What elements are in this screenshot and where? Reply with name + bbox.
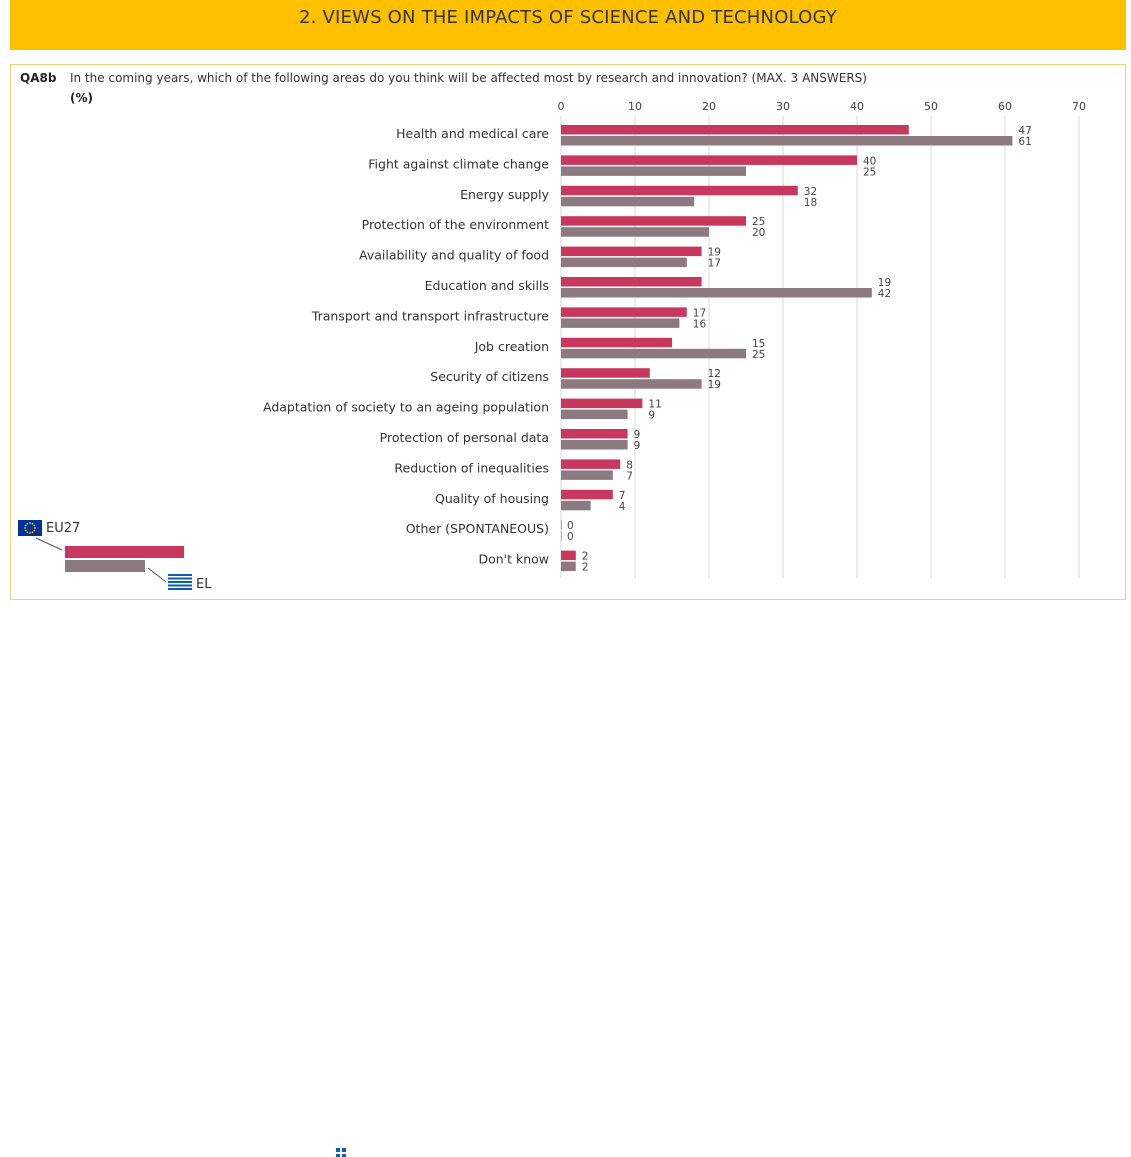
bar-el <box>561 409 628 420</box>
value-label-el: 2 <box>582 562 589 574</box>
bar-el <box>561 257 687 268</box>
value-label-eu27: 40 <box>863 155 876 167</box>
category-label: Availability and quality of food <box>359 248 549 263</box>
bar-el <box>561 166 746 176</box>
legend-el-swatch <box>65 560 145 572</box>
bar-el <box>561 561 576 572</box>
value-label-eu27: 11 <box>648 399 661 411</box>
value-label-eu27: 15 <box>752 338 765 350</box>
greece-flag-icon <box>168 574 346 1157</box>
legend-el-label: EL <box>196 577 212 592</box>
value-label-el: 0 <box>567 531 574 543</box>
bar-el <box>561 379 702 389</box>
value-label-el: 20 <box>752 227 765 239</box>
value-label-el: 61 <box>1018 136 1031 148</box>
category-label: Health and medical care <box>396 126 549 141</box>
legend-connector-lines <box>35 537 167 583</box>
category-label: Reduction of inequalities <box>394 460 549 475</box>
bar-eu27 <box>561 398 643 409</box>
question-code: QA8b <box>20 71 57 85</box>
bar-el <box>561 440 628 450</box>
value-label-el: 19 <box>708 379 721 391</box>
category-label: Education and skills <box>425 278 549 293</box>
category-label: Adaptation of society to an ageing popul… <box>263 400 549 415</box>
value-label-eu27: 19 <box>878 277 891 289</box>
section-header: 2. VIEWS ON THE IMPACTS OF SCIENCE AND T… <box>10 0 1126 50</box>
x-tick-label: 40 <box>850 100 864 113</box>
value-label-eu27: 17 <box>693 307 706 319</box>
bar-eu27 <box>561 368 650 378</box>
bar-eu27 <box>561 277 702 287</box>
category-label: Protection of personal data <box>380 430 549 445</box>
value-label-eu27: 25 <box>752 216 765 228</box>
category-label: Quality of housing <box>435 491 549 506</box>
value-label-el: 25 <box>863 166 876 178</box>
value-label-eu27: 0 <box>567 520 574 532</box>
bar-eu27 <box>561 307 687 317</box>
value-label-el: 17 <box>708 258 721 270</box>
bar-eu27 <box>561 246 702 257</box>
bar-el <box>561 288 872 298</box>
x-tick-label: 30 <box>776 100 790 113</box>
bar-eu27 <box>561 459 621 469</box>
bar-el <box>561 136 1013 146</box>
value-label-eu27: 9 <box>634 429 641 441</box>
value-label-el: 7 <box>626 470 633 482</box>
bar-eu27 <box>561 429 628 439</box>
value-label-eu27: 19 <box>708 247 721 259</box>
bar-eu27 <box>561 125 909 135</box>
bar-eu27 <box>561 520 562 530</box>
value-label-el: 42 <box>878 288 891 300</box>
category-label: Other (SPONTANEOUS) <box>406 521 549 536</box>
value-label-eu27: 7 <box>619 490 626 502</box>
value-label-el: 16 <box>693 318 707 330</box>
x-tick-label: 10 <box>628 100 642 113</box>
value-label-eu27: 12 <box>708 368 721 380</box>
x-tick-label: 70 <box>1072 100 1086 113</box>
value-label-el: 9 <box>648 410 655 422</box>
x-tick-label: 50 <box>924 100 938 113</box>
chart-panel <box>10 64 1126 600</box>
bar-eu27 <box>561 489 613 500</box>
value-label-el: 9 <box>634 440 641 452</box>
value-label-el: 4 <box>619 501 626 513</box>
bar-eu27 <box>561 185 798 196</box>
section-title: 2. VIEWS ON THE IMPACTS OF SCIENCE AND T… <box>299 7 837 28</box>
eu-flag-icon <box>18 520 42 536</box>
legend-eu-label: EU27 <box>46 521 81 536</box>
bar-el <box>561 227 709 237</box>
bar-el <box>561 348 746 359</box>
bar-el <box>561 531 562 541</box>
x-tick-label: 0 <box>558 100 565 113</box>
value-label-el: 18 <box>804 197 817 209</box>
category-label: Energy supply <box>460 187 550 202</box>
legend-el-connector <box>147 567 167 583</box>
category-label: Job creation <box>474 339 549 354</box>
question-text: In the coming years, which of the follow… <box>70 71 867 85</box>
category-label: Security of citizens <box>430 369 549 384</box>
bar-eu27 <box>561 155 857 165</box>
legend-eu-connector <box>35 537 63 551</box>
question-unit: (%) <box>70 91 93 105</box>
bar-el <box>561 318 680 328</box>
x-tick-label: 20 <box>702 100 716 113</box>
value-label-eu27: 47 <box>1018 125 1031 137</box>
value-label-eu27: 8 <box>626 459 633 471</box>
bar-el <box>561 470 613 480</box>
category-label: Fight against climate change <box>368 156 549 171</box>
bar-eu27 <box>561 337 672 348</box>
value-label-el: 25 <box>752 349 765 361</box>
bar-eu27 <box>561 550 576 561</box>
value-label-eu27: 2 <box>582 551 589 563</box>
value-label-eu27: 32 <box>804 186 817 198</box>
x-tick-label: 60 <box>998 100 1012 113</box>
category-label: Don't know <box>478 552 549 567</box>
legend-eu-swatch <box>65 546 184 558</box>
category-label: Transport and transport infrastructure <box>311 308 549 323</box>
bar-el <box>561 500 591 511</box>
bar-el <box>561 196 695 207</box>
bar-eu27 <box>561 216 746 226</box>
category-label: Protection of the environment <box>362 217 549 232</box>
